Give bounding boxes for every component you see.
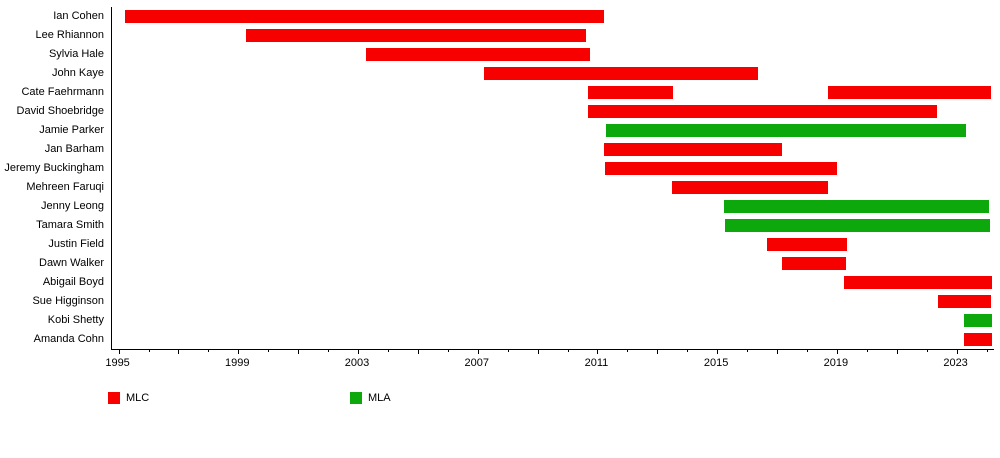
plot-area — [111, 7, 994, 354]
gantt-bar — [827, 86, 991, 99]
member-name-labels: Ian Cohen Lee Rhiannon Sylvia Hale John Kay… — [0, 7, 104, 349]
row-label: David Shoebridge — [16, 105, 104, 117]
axis-tick — [417, 349, 419, 354]
row-label: Dawn Walker — [39, 257, 104, 269]
axis-tick — [507, 349, 509, 352]
axis-tick — [178, 349, 180, 354]
mlc-color-swatch — [108, 392, 120, 404]
axis-tick — [537, 349, 539, 354]
row-label: Mehreen Faruqi — [26, 181, 104, 193]
axis-tick — [597, 349, 599, 354]
axis-tick — [986, 349, 988, 352]
row-label: Sue Higginson — [32, 295, 104, 307]
axis-tick — [926, 349, 928, 352]
axis-tick-label: 2007 — [464, 357, 489, 369]
gantt-bar — [844, 276, 992, 289]
gantt-bar — [964, 314, 992, 327]
row-label: John Kaye — [52, 67, 104, 79]
gantt-bar — [724, 219, 990, 232]
gantt-bar — [588, 105, 938, 118]
row-label: Sylvia Hale — [48, 48, 104, 60]
axis-tick — [387, 349, 389, 352]
row-label: Abigail Boyd — [42, 276, 104, 288]
axis-tick — [956, 349, 958, 354]
row-label: Ian Cohen — [53, 10, 104, 22]
axis-tick — [268, 349, 270, 352]
axis-tick — [358, 349, 359, 354]
gantt-bar — [366, 48, 590, 61]
axis-tick-label: 2011 — [584, 357, 609, 369]
gantt-bar — [125, 10, 605, 23]
axis-tick — [717, 349, 719, 354]
axis-tick — [777, 349, 779, 354]
gantt-bar — [604, 162, 838, 175]
axis-tick — [627, 349, 629, 352]
gantt-bar — [767, 238, 848, 251]
gantt-bar — [245, 29, 586, 42]
row-label: Kobi Shetty — [47, 314, 104, 326]
gantt-bar — [782, 257, 846, 270]
row-label: Jeremy Buckingham — [4, 162, 104, 174]
axis-tick — [118, 349, 120, 354]
axis-tick — [687, 349, 689, 352]
gantt-bar — [604, 143, 783, 156]
axis-tick-label: 1999 — [225, 357, 250, 369]
gantt-bar — [588, 86, 673, 99]
axis-tick-label: 2023 — [943, 357, 968, 369]
gantt-bar — [964, 333, 992, 346]
gantt-bar — [937, 295, 991, 308]
axis-tick — [298, 349, 300, 354]
axis-tick-label: 2003 — [344, 357, 370, 369]
axis-tick — [896, 349, 898, 354]
row-label: Jenny Leong — [41, 200, 104, 212]
legend-label-mla: MLA — [368, 392, 391, 404]
gantt-bar — [671, 181, 828, 194]
axis-tick — [208, 349, 210, 352]
row-label: Cate Faehrmann — [21, 86, 104, 98]
axis-tick-label: 2019 — [823, 357, 849, 369]
gantt-bar — [483, 67, 759, 80]
axis-tick — [657, 349, 659, 354]
row-label: Lee Rhiannon — [35, 29, 104, 41]
gantt-bar — [724, 200, 990, 213]
gantt-bar — [605, 124, 966, 137]
legend-label-mlc: MLC — [126, 392, 150, 404]
row-label: Justin Field — [48, 238, 104, 250]
axis-tick — [447, 349, 449, 352]
axis-tick — [477, 349, 479, 354]
mla-color-swatch — [350, 392, 362, 404]
axis-tick — [836, 349, 838, 354]
axis-tick-label: 1995 — [105, 357, 130, 369]
row-label: Jan Barham — [44, 143, 104, 155]
axis-tick — [747, 349, 749, 352]
axis-tick — [866, 349, 868, 352]
row-label: Jamie Parker — [39, 124, 104, 136]
row-label: Tamara Smith — [36, 219, 104, 231]
axis-tick — [567, 349, 569, 352]
gantt-chart: Ian Cohen Lee Rhiannon Sylvia Hale John Kay… — [0, 7, 994, 369]
axis-tick — [328, 349, 330, 352]
axis-tick — [148, 349, 150, 352]
axis-tick-label: 2015 — [703, 357, 729, 369]
legend: MLC MLA — [0, 391, 1000, 405]
axis-tick — [238, 349, 240, 354]
axis-tick — [806, 349, 808, 352]
row-label: Amanda Cohn — [33, 333, 104, 345]
